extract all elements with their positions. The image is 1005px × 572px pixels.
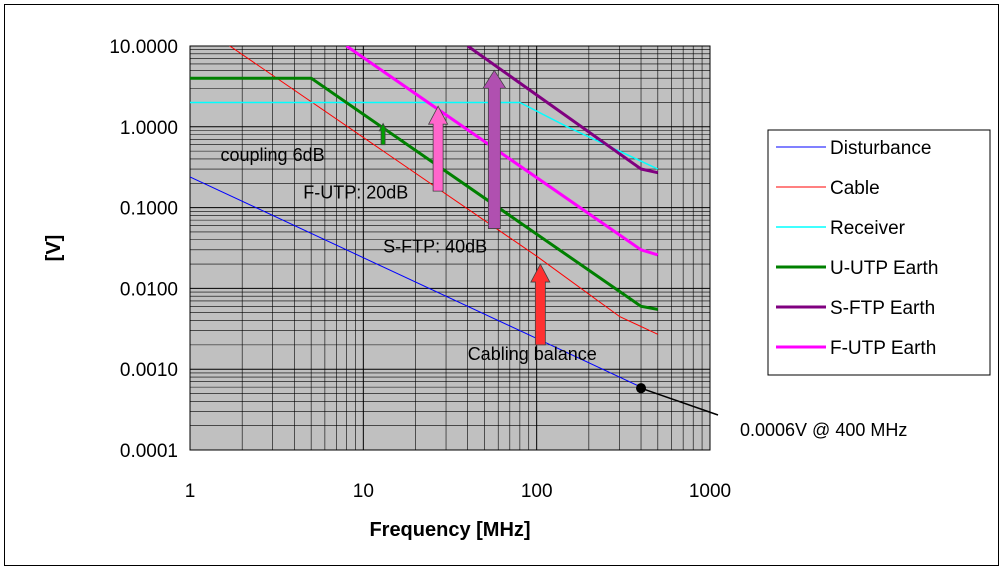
callout-layer: 0.0006V @ 400 MHz [636,383,907,440]
legend-entry: F-UTP Earth [830,338,936,359]
legend-entry: U-UTP Earth [830,258,938,279]
legend-entry: Receiver [830,218,906,239]
y-tick-label: 0.0100 [120,279,178,300]
y-axis-title: [V] [43,235,65,262]
annotation-coupling-6db: coupling 6dB [221,145,325,165]
x-axis-title: Frequency [MHz] [369,519,530,541]
arrow-f-utp-20db [427,105,449,192]
legend-box [767,129,991,376]
y-tick-label: 1.0000 [120,118,178,139]
series-line-u-utp-earth [190,76,659,311]
arrow-s-ftp-40db [482,69,507,229]
plot-border [189,45,711,451]
grid [190,46,710,450]
annotation-cabling-balance: Cabling balance [468,344,597,364]
annotation-layer: coupling 6dB F-UTP: 20dB S-FTP: 40dB Cablin… [221,145,597,364]
annotation-f-utp-20db: F-UTP: 20dB [303,182,408,202]
legend-entry: Disturbance [830,138,931,159]
legend: Disturbance Cable Receiver U-UTP Earth S-FTP… [767,129,991,376]
legend-entry: S-FTP Earth [830,298,935,319]
annotation-s-ftp-40db: S-FTP: 40dB [383,236,487,256]
arrow-cabling-balance [530,263,551,346]
x-tick-label: 100 [521,481,553,502]
series-line-disturbance [190,176,642,388]
series-line-f-utp-earth [345,46,659,257]
callout-label: 0.0006V @ 400 MHz [740,420,907,440]
y-tick-label: 10.0000 [109,37,178,58]
x-tick-label: 10 [353,481,374,502]
series-line-s-ftp-earth [466,46,659,175]
series-layer [190,46,659,388]
callout-leader-line [640,387,719,416]
x-tick-label: 1 [185,481,196,502]
legend-entry: Cable [830,178,880,199]
arrow-layer [378,69,551,346]
x-tick-label: 1000 [689,481,731,502]
callout-marker [636,383,647,394]
arrow-coupling-6db [378,122,388,146]
y-tick-label: 0.1000 [120,199,178,220]
y-tick-label: 0.0001 [120,441,178,462]
tick-layer: 1 10 100 1000 10.0000 1.0000 0.1000 0.0100 0.001… [109,37,731,502]
plot-area [190,46,710,450]
y-tick-label: 0.0010 [120,360,178,381]
series-line-cable [228,46,659,335]
